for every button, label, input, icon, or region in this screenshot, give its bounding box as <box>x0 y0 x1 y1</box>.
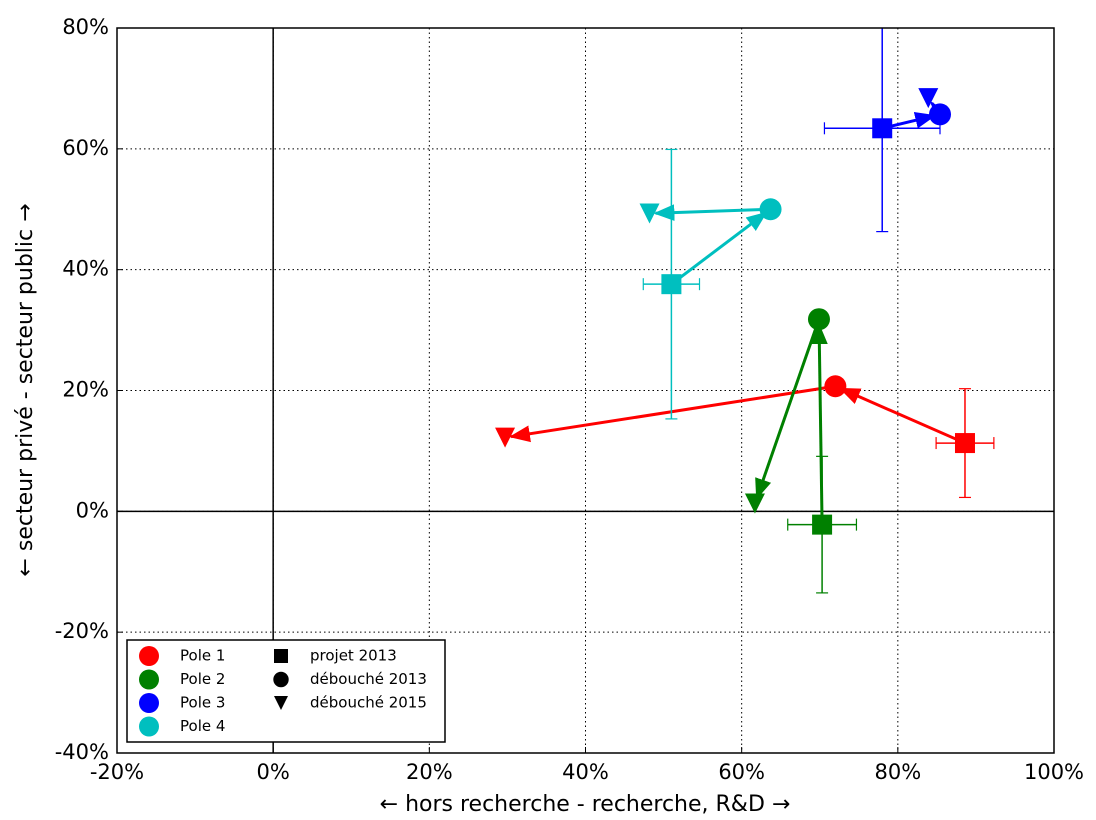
triangle-marker <box>274 696 288 710</box>
legend-swatch <box>139 716 159 737</box>
y-tick-label: 80% <box>62 15 109 39</box>
arrow <box>810 323 828 525</box>
triangle-marker <box>495 427 516 448</box>
y-tick-label: -40% <box>55 740 109 764</box>
circle-marker <box>807 308 830 331</box>
legend-label: Pole 3 <box>180 694 225 712</box>
legend-swatch <box>139 693 159 713</box>
y-tick-label: 20% <box>62 378 109 402</box>
arrow <box>653 204 771 222</box>
legend-label: Pole 4 <box>180 717 225 735</box>
legend-swatch <box>139 646 159 666</box>
triangle-marker <box>918 88 939 109</box>
x-axis-label: ← hors recherche - recherche, R&D → <box>380 792 791 817</box>
legend-swatch <box>139 669 159 690</box>
triangle-marker <box>639 203 660 224</box>
x-tick-label: 60% <box>718 760 765 784</box>
square-marker <box>661 274 682 295</box>
y-tick-label: 60% <box>62 136 109 160</box>
triangle-marker <box>744 493 765 514</box>
y-tick-label: -20% <box>55 619 109 643</box>
x-tick-label: 40% <box>562 760 609 784</box>
circle-marker <box>824 375 847 398</box>
plot-area <box>495 28 995 594</box>
legend-label: débouché 2015 <box>310 694 427 712</box>
plot-frame <box>116 27 1055 754</box>
x-tick-label: 100% <box>1024 760 1084 784</box>
legend-label: Pole 1 <box>180 647 225 665</box>
x-tick-label: -20% <box>90 760 144 784</box>
arrow <box>755 318 821 500</box>
y-axis-label: ← secteur privé - secteur public → <box>13 203 38 576</box>
legend-label: Pole 2 <box>180 670 225 688</box>
arrow <box>670 211 768 286</box>
arrow <box>838 387 966 445</box>
legend-label: débouché 2013 <box>310 670 427 688</box>
square-marker <box>274 649 288 663</box>
x-tick-label: 0% <box>257 760 290 784</box>
square-marker <box>872 118 893 139</box>
y-tick-label: 40% <box>62 257 109 281</box>
circle-marker <box>928 103 951 126</box>
x-tick-label: 80% <box>874 760 921 784</box>
y-tick-label: 0% <box>76 498 109 522</box>
circle-marker <box>273 671 289 688</box>
legend-label: projet 2013 <box>310 647 397 665</box>
x-tick-label: 20% <box>406 760 453 784</box>
square-marker <box>954 433 975 454</box>
circle-marker <box>759 198 782 221</box>
arrow <box>508 384 836 443</box>
square-marker <box>812 514 833 535</box>
